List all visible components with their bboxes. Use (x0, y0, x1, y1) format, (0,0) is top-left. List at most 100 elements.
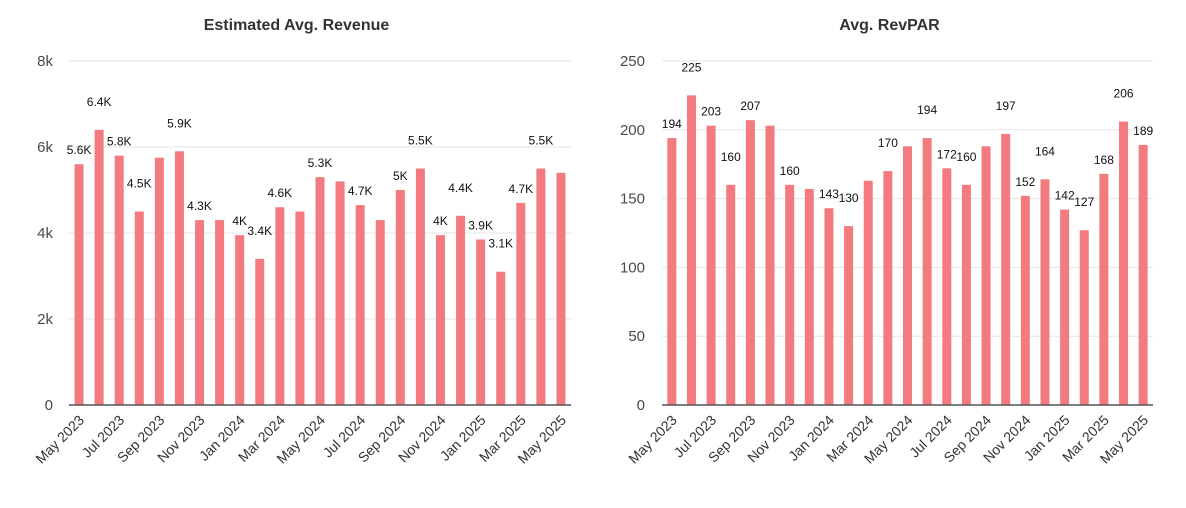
chart-title: Estimated Avg. Revenue (203, 17, 390, 34)
bar[interactable] (154, 157, 164, 405)
bar[interactable] (745, 120, 755, 405)
bar[interactable] (335, 181, 345, 405)
bar[interactable] (1060, 209, 1070, 405)
data-label: 5.5K (408, 134, 433, 148)
data-label: 4.6K (267, 186, 292, 200)
data-label: 5.8K (107, 135, 132, 149)
y-tick-label: 6k (37, 139, 53, 156)
data-label: 4.5K (127, 177, 152, 191)
bar[interactable] (536, 168, 546, 406)
data-label: 225 (681, 60, 701, 74)
y-tick-label: 250 (620, 53, 645, 70)
bar[interactable] (883, 171, 893, 405)
y-tick-label: 2k (37, 311, 53, 328)
y-tick-label: 0 (637, 397, 645, 414)
bar[interactable] (174, 151, 184, 405)
bar[interactable] (1099, 173, 1109, 405)
bar[interactable] (114, 155, 124, 405)
bar[interactable] (456, 215, 466, 405)
data-label: 5.9K (167, 116, 192, 130)
bar[interactable] (315, 177, 325, 405)
bar[interactable] (275, 207, 285, 405)
data-label: 3.1K (488, 237, 513, 251)
x-tick-label: May 2023 (625, 412, 680, 467)
bar[interactable] (981, 146, 991, 405)
bar[interactable] (863, 180, 873, 405)
data-label: 189 (1133, 124, 1153, 138)
data-label: 5.6K (67, 143, 92, 157)
bar[interactable] (395, 190, 405, 405)
bar[interactable] (1020, 195, 1030, 405)
bar[interactable] (74, 164, 84, 405)
data-label: 142 (1055, 189, 1075, 203)
data-label: 170 (878, 136, 898, 150)
data-label: 168 (1094, 153, 1114, 167)
y-tick-label: 50 (628, 328, 645, 345)
bar[interactable] (726, 184, 736, 405)
data-label: 152 (1015, 175, 1035, 189)
bar[interactable] (476, 239, 486, 405)
bar[interactable] (804, 188, 814, 405)
data-label: 3.4K (247, 224, 272, 238)
y-tick-label: 150 (620, 191, 645, 208)
bar[interactable] (785, 184, 795, 405)
bar[interactable] (844, 226, 854, 405)
bar[interactable] (765, 125, 775, 405)
data-label: 160 (780, 164, 800, 178)
bar[interactable] (195, 220, 205, 405)
data-label: 127 (1074, 195, 1094, 209)
y-tick-label: 0 (45, 397, 53, 414)
y-tick-label: 200 (620, 122, 645, 139)
bar[interactable] (415, 168, 425, 406)
bar[interactable] (235, 235, 245, 405)
bar[interactable] (94, 129, 104, 406)
data-label: 5.3K (308, 156, 333, 170)
bar[interactable] (922, 138, 932, 405)
bar[interactable] (686, 95, 696, 406)
data-label: 4.3K (187, 199, 212, 213)
bar[interactable] (375, 220, 385, 405)
data-label: 143 (819, 187, 839, 201)
data-label: 4K (232, 214, 247, 228)
bar[interactable] (942, 168, 952, 405)
bar[interactable] (824, 208, 834, 405)
data-label: 164 (1035, 144, 1055, 158)
bar[interactable] (556, 172, 566, 405)
bar[interactable] (1001, 133, 1011, 406)
bar[interactable] (961, 184, 971, 405)
bar[interactable] (255, 258, 265, 405)
data-label: 203 (701, 105, 721, 119)
bar[interactable] (1040, 179, 1050, 405)
x-tick-label: May 2023 (32, 412, 87, 467)
data-label: 130 (839, 191, 859, 205)
revpar-chart: 0 50 100 150 200 250 194 225 203 160 207 160 143 130 1… (620, 53, 1154, 467)
data-label: 4.4K (448, 181, 473, 195)
chart-title: Avg. RevPAR (839, 17, 940, 34)
bar[interactable] (435, 235, 445, 405)
bar[interactable] (516, 202, 526, 405)
data-label: 172 (937, 147, 957, 161)
bar[interactable] (667, 138, 677, 405)
data-label: 207 (740, 99, 760, 113)
data-label: 194 (662, 117, 682, 131)
bar[interactable] (496, 271, 506, 405)
revenue-chart-panel: Estimated Avg. Revenue 0 2k 4k 6k 8k 5.6K 6.4K… (32, 17, 571, 467)
y-tick-label: 8k (37, 53, 53, 70)
bar[interactable] (355, 205, 365, 405)
data-label: 5.5K (529, 134, 554, 148)
data-label: 4.7K (348, 184, 373, 198)
revenue-chart: 0 2k 4k 6k 8k 5.6K 6.4K 5.8K 4.5K 5.9K 4.3K 4K3.4K 4… (32, 53, 571, 467)
bar[interactable] (1079, 230, 1089, 405)
data-label: 197 (996, 99, 1016, 113)
bar[interactable] (134, 211, 144, 406)
bar[interactable] (903, 146, 912, 405)
bar[interactable] (706, 125, 716, 405)
bar[interactable] (295, 211, 305, 406)
data-label: 160 (721, 150, 741, 164)
bar[interactable] (1138, 144, 1148, 405)
y-tick-label: 4k (37, 225, 53, 242)
bar[interactable] (1119, 121, 1129, 405)
bar[interactable] (215, 220, 225, 405)
revpar-chart-panel: Avg. RevPAR 0 50 100 150 200 250 194 225 203 160 2… (593, 0, 1186, 508)
data-label: 6.4K (87, 95, 112, 109)
